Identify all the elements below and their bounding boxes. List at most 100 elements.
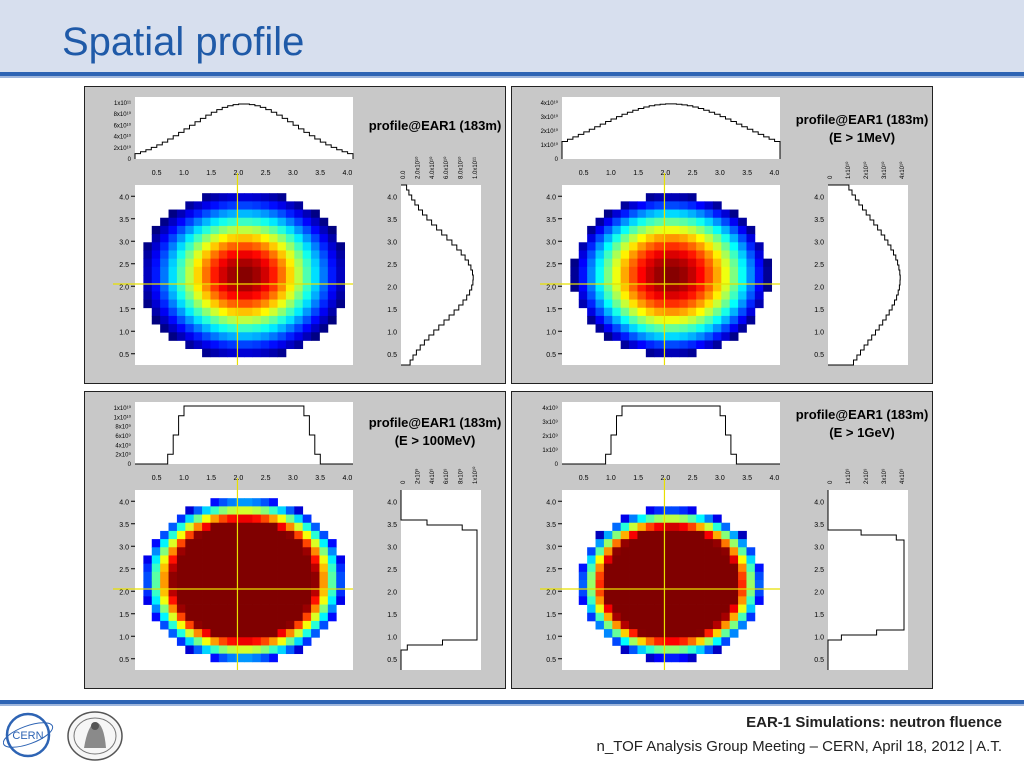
map-cell <box>151 604 161 614</box>
map-cell <box>679 291 689 300</box>
map-cell <box>160 580 169 589</box>
map-cell <box>671 645 680 655</box>
map-cell <box>244 506 253 515</box>
map-cell <box>176 588 186 597</box>
map-cell <box>227 324 237 333</box>
map-cell <box>176 629 186 638</box>
map-cell <box>210 348 220 358</box>
map-y-tick-label: 3.5 <box>546 217 556 224</box>
top-histogram-tick-label: 2x10¹⁰ <box>541 128 559 135</box>
map-cell <box>612 522 622 532</box>
map-cell <box>746 588 756 597</box>
map-cell <box>746 315 756 325</box>
map-cell <box>302 612 312 622</box>
map-cell <box>269 653 278 663</box>
map-cell <box>629 539 638 548</box>
map-cell <box>319 258 329 268</box>
header-divider-light <box>0 76 1024 78</box>
map-cell <box>244 555 253 565</box>
map-cell <box>285 242 295 251</box>
map-cell <box>218 193 228 202</box>
map-cell <box>252 291 262 300</box>
map-cell <box>285 209 295 219</box>
map-cell <box>210 250 220 260</box>
map-cell <box>637 201 647 210</box>
map-cell <box>620 266 630 276</box>
map-cell <box>210 596 220 605</box>
map-cell <box>696 291 705 300</box>
map-cell <box>294 258 304 268</box>
map-cell <box>721 225 731 235</box>
map-cell <box>302 580 312 589</box>
map-cell <box>637 530 647 540</box>
map-cell <box>679 547 689 556</box>
map-cell <box>252 209 262 219</box>
map-cell <box>260 315 270 325</box>
map-cell <box>252 307 262 317</box>
map-cell <box>302 571 312 581</box>
map-cell <box>252 506 262 515</box>
map-cell <box>712 275 722 284</box>
map-cell <box>168 604 178 614</box>
map-cell <box>210 514 220 524</box>
map-cell <box>277 563 287 573</box>
map-cell <box>704 307 714 317</box>
map-cell <box>176 258 186 268</box>
map-cell <box>319 307 329 317</box>
map-cell <box>637 307 647 317</box>
map-cell <box>645 201 655 210</box>
map-cell <box>218 571 228 581</box>
map-cell <box>327 266 337 276</box>
map-cell <box>227 332 237 341</box>
map-cell <box>662 225 672 235</box>
map-cell <box>210 307 220 317</box>
map-cell <box>620 234 630 243</box>
map-cell <box>721 596 731 605</box>
map-cell <box>302 596 312 605</box>
map-cell <box>738 555 747 565</box>
map-cell <box>687 563 697 573</box>
map-cell <box>252 629 262 638</box>
map-cell <box>285 258 295 268</box>
side-y-tick-label: 4.0 <box>814 499 824 506</box>
map-cell <box>738 547 747 556</box>
side-y-tick-label: 0.5 <box>814 657 824 664</box>
map-cell <box>218 250 228 260</box>
map-cell <box>227 514 237 524</box>
map-cell <box>721 580 731 589</box>
map-cell <box>294 620 304 630</box>
map-cell <box>151 275 161 284</box>
map-cell <box>294 637 304 646</box>
map-cell <box>285 307 295 317</box>
side-histogram-tick-label: 2.0x10¹⁰ <box>414 156 421 179</box>
map-cell <box>712 324 722 333</box>
map-cell <box>160 299 169 309</box>
map-cell <box>269 514 278 524</box>
map-cell <box>637 266 647 276</box>
map-cell <box>176 580 186 589</box>
map-cell <box>218 299 228 309</box>
map-cell <box>679 555 689 565</box>
map-cell <box>260 547 270 556</box>
map-cell <box>218 209 228 219</box>
map-cell <box>311 291 320 300</box>
map-cell <box>260 522 270 532</box>
map-cell <box>645 580 655 589</box>
map-y-tick-label: 0.5 <box>546 352 556 359</box>
side-y-tick-label: 0.5 <box>814 352 824 359</box>
map-cell <box>746 283 756 292</box>
map-y-tick-label: 1.5 <box>546 307 556 314</box>
map-cell <box>637 514 647 524</box>
map-cell <box>227 571 237 581</box>
map-cell <box>235 201 245 210</box>
map-cell <box>327 580 337 589</box>
map-cell <box>218 242 228 251</box>
x-tick-label: 2.5 <box>261 475 271 482</box>
map-cell <box>712 645 722 655</box>
map-cell <box>629 604 638 614</box>
map-cell <box>654 563 664 573</box>
map-cell <box>285 547 295 556</box>
map-y-tick-label: 4.0 <box>546 194 556 201</box>
map-cell <box>168 629 178 638</box>
map-cell <box>285 620 295 630</box>
